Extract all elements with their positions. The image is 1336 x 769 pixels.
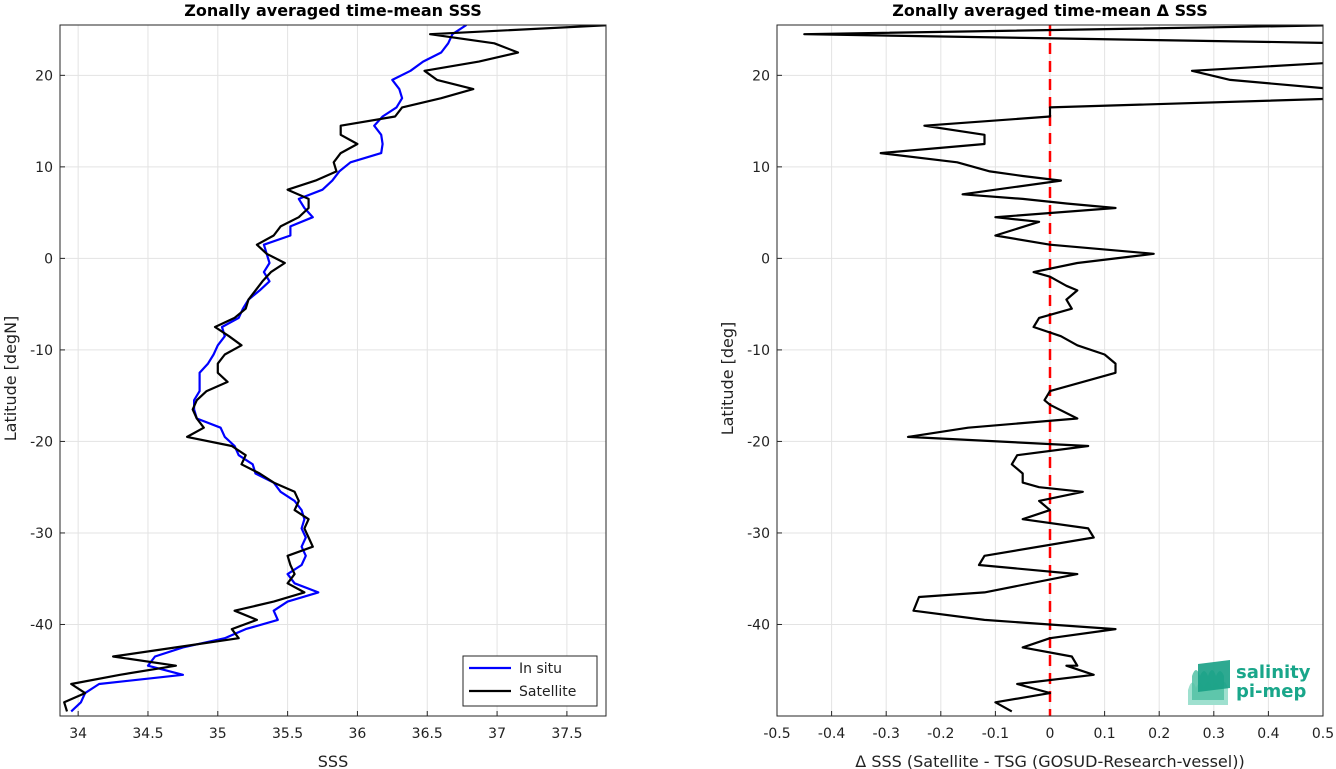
delta-sss-y-tick-label: -30	[747, 526, 770, 542]
sss-series-line-satellite	[63, 25, 606, 712]
sss-y-tick-label: -10	[30, 343, 53, 359]
delta-sss-chart-title: Zonally averaged time-mean Δ SSS	[892, 1, 1208, 20]
delta-sss-y-tick-label: -10	[747, 343, 770, 359]
sss-x-tick-label: 35	[209, 726, 227, 742]
legend-entry-label: Satellite	[519, 684, 576, 700]
sss-x-tick-label: 37	[488, 726, 506, 742]
chart-legend: In situ Satellite	[462, 655, 598, 707]
delta-sss-x-tick-label: 0.3	[1203, 726, 1225, 742]
sss-y-tick-label: -20	[30, 434, 53, 450]
sss-y-axis-label: Latitude [degN]	[1, 316, 20, 442]
sss-y-tick-label: 10	[35, 160, 53, 176]
delta-sss-y-axis-label: Latitude [deg]	[718, 322, 737, 436]
delta-sss-y-tick-label: 10	[752, 160, 770, 176]
sss-y-tick-label: 0	[44, 251, 53, 267]
logo-line2: pi-mep	[1236, 681, 1306, 702]
sss-x-tick-label: 35.5	[272, 726, 303, 742]
sss-x-tick-label: 36	[349, 726, 367, 742]
salinity-pi-mep-logo: salinity pi-mep	[1188, 660, 1311, 705]
delta-sss-x-tick-label: -0.5	[763, 726, 790, 742]
delta-sss-x-tick-label: 0.5	[1312, 726, 1334, 742]
sss-profile-panel: 34 34.5 35 35.5 36 36.5 37 37.5 20 10 0 -10 -20 -30 -4…	[1, 1, 607, 769]
sss-x-tick-label: 34.5	[132, 726, 163, 742]
delta-sss-x-tick-label: 0.1	[1093, 726, 1115, 742]
sss-y-tick-label: -30	[30, 526, 53, 542]
legend-box	[462, 655, 598, 707]
sss-x-tick-label: 36.5	[412, 726, 443, 742]
sss-axes-frame	[59, 24, 607, 717]
delta-sss-y-tick-label: 0	[761, 251, 770, 267]
delta-sss-y-tick-label: -20	[747, 434, 770, 450]
delta-sss-series-line-difference	[803, 25, 1323, 713]
sss-y-tick-label: 20	[35, 68, 53, 84]
delta-sss-x-tick-label: -0.3	[873, 726, 900, 742]
delta-sss-axes-frame	[776, 24, 1324, 717]
delta-sss-x-tick-label: -0.1	[982, 726, 1009, 742]
logo-line1: salinity	[1236, 662, 1311, 683]
delta-sss-x-tick-label: -0.4	[818, 726, 845, 742]
delta-sss-x-tick-label: 0	[1046, 726, 1055, 742]
delta-sss-y-tick-label: -40	[747, 617, 770, 633]
delta-sss-profile-panel: -0.5 -0.4 -0.3 -0.2 -0.1 0 0.1 0.2 0.3 0.4 0.5 20 10…	[718, 1, 1334, 769]
sss-chart-title: Zonally averaged time-mean SSS	[184, 1, 482, 20]
delta-sss-y-tick-label: 20	[752, 68, 770, 84]
delta-sss-x-tick-label: 0.2	[1148, 726, 1170, 742]
delta-sss-x-tick-label: -0.2	[927, 726, 954, 742]
sss-series-line-in-situ	[70, 25, 468, 713]
delta-sss-x-tick-label: 0.4	[1257, 726, 1279, 742]
legend-entry-label: In situ	[519, 661, 562, 677]
sss-y-tick-label: -40	[30, 617, 53, 633]
sss-x-tick-label: 37.5	[551, 726, 582, 742]
delta-sss-x-axis-label: Δ SSS (Satellite - TSG (GOSUD-Research-v…	[855, 752, 1244, 769]
sss-x-axis-label: SSS	[318, 752, 348, 769]
sss-x-tick-label: 34	[69, 726, 87, 742]
logo-emblem	[1188, 660, 1230, 705]
